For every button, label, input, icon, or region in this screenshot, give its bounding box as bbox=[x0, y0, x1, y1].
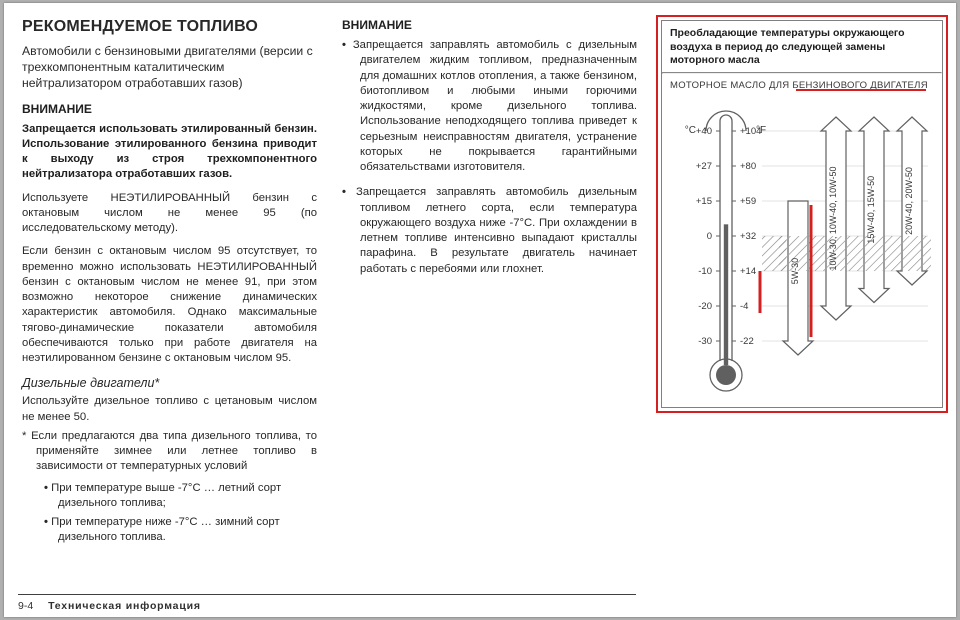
page-title: РЕКОМЕНДУЕМОЕ ТОПЛИВО bbox=[22, 18, 317, 36]
diesel-heading: Дизельные двигатели* bbox=[22, 376, 317, 390]
attention-heading-2: ВНИМАНИЕ bbox=[342, 18, 637, 32]
oil-temperature-diagram: Преобладающие температуры окружающего во… bbox=[656, 15, 948, 413]
svg-text:10W-30, 10W-40, 10W-50: 10W-30, 10W-40, 10W-50 bbox=[828, 166, 838, 270]
svg-text:-30: -30 bbox=[698, 336, 712, 347]
octane-95-para: Используете НЕЭТИЛИРОВАННЫЙ бензин с окт… bbox=[22, 191, 317, 237]
svg-text:-22: -22 bbox=[740, 336, 754, 347]
footer-title: Техническая информация bbox=[48, 600, 201, 612]
svg-text:+40: +40 bbox=[696, 126, 712, 137]
thermometer-chart: °C°F+40+104+27+80+15+590+32-10+14-20-4-3… bbox=[666, 97, 944, 409]
diesel-temp-winter: При температуре ниже -7°C … зимний сорт … bbox=[44, 515, 317, 546]
svg-text:+80: +80 bbox=[740, 161, 756, 172]
svg-text:+59: +59 bbox=[740, 196, 756, 207]
svg-text:°C: °C bbox=[685, 125, 696, 136]
svg-text:-20: -20 bbox=[698, 301, 712, 312]
diagram-svg-container: °C°F+40+104+27+80+15+590+32-10+14-20-4-3… bbox=[666, 97, 944, 409]
svg-text:0: 0 bbox=[707, 231, 712, 242]
svg-text:-4: -4 bbox=[740, 301, 748, 312]
svg-text:+27: +27 bbox=[696, 161, 712, 172]
svg-text:-10: -10 bbox=[698, 266, 712, 277]
svg-text:20W-40, 20W-50: 20W-40, 20W-50 bbox=[904, 167, 914, 235]
subtitle-text: Автомобили с бензиновыми двигателями (ве… bbox=[22, 44, 317, 92]
diesel-warning-wrong-fuel: Запрещается заправлять автомобиль с дизе… bbox=[342, 38, 637, 175]
diagram-frame: Преобладающие температуры окружающего во… bbox=[661, 20, 943, 408]
footer-rule bbox=[18, 594, 636, 595]
page-footer: 9-4 Техническая информация bbox=[18, 600, 201, 612]
attention-heading: ВНИМАНИЕ bbox=[22, 102, 317, 116]
column-middle: ВНИМАНИЕ Запрещается заправлять автомоби… bbox=[342, 18, 637, 287]
diesel-warning-list: Запрещается заправлять автомобиль с дизе… bbox=[342, 38, 637, 277]
diesel-cetane-para: Используйте дизельное топливо с цетановы… bbox=[22, 394, 317, 425]
diagram-title: Преобладающие температуры окружающего во… bbox=[662, 21, 942, 72]
diesel-temp-list: При температуре выше -7°C … летний сорт … bbox=[44, 481, 317, 546]
svg-text:15W-40, 15W-50: 15W-40, 15W-50 bbox=[866, 176, 876, 244]
page-number: 9-4 bbox=[18, 600, 33, 612]
svg-text:+104: +104 bbox=[740, 126, 761, 137]
manual-page: РЕКОМЕНДУЕМОЕ ТОПЛИВО Автомобили с бензи… bbox=[4, 3, 956, 617]
diesel-warning-summer-cold: Запрещается заправлять автомобиль дизель… bbox=[342, 185, 637, 277]
svg-text:5W-30: 5W-30 bbox=[790, 258, 800, 284]
svg-text:+32: +32 bbox=[740, 231, 756, 242]
svg-text:+14: +14 bbox=[740, 266, 756, 277]
warning-leaded-fuel: Запрещается использовать этилированный б… bbox=[22, 122, 317, 183]
octane-91-para: Если бензин с октановым числом 95 отсутс… bbox=[22, 244, 317, 366]
column-left: РЕКОМЕНДУЕМОЕ ТОПЛИВО Автомобили с бензи… bbox=[22, 18, 317, 550]
subtitle-underline bbox=[796, 89, 926, 91]
svg-text:+15: +15 bbox=[696, 196, 712, 207]
diesel-footnote-list: Если предлагаются два типа дизельного то… bbox=[22, 429, 317, 475]
diesel-footnote-item: Если предлагаются два типа дизельного то… bbox=[22, 429, 317, 475]
diesel-temp-summer: При температуре выше -7°C … летний сорт … bbox=[44, 481, 317, 512]
